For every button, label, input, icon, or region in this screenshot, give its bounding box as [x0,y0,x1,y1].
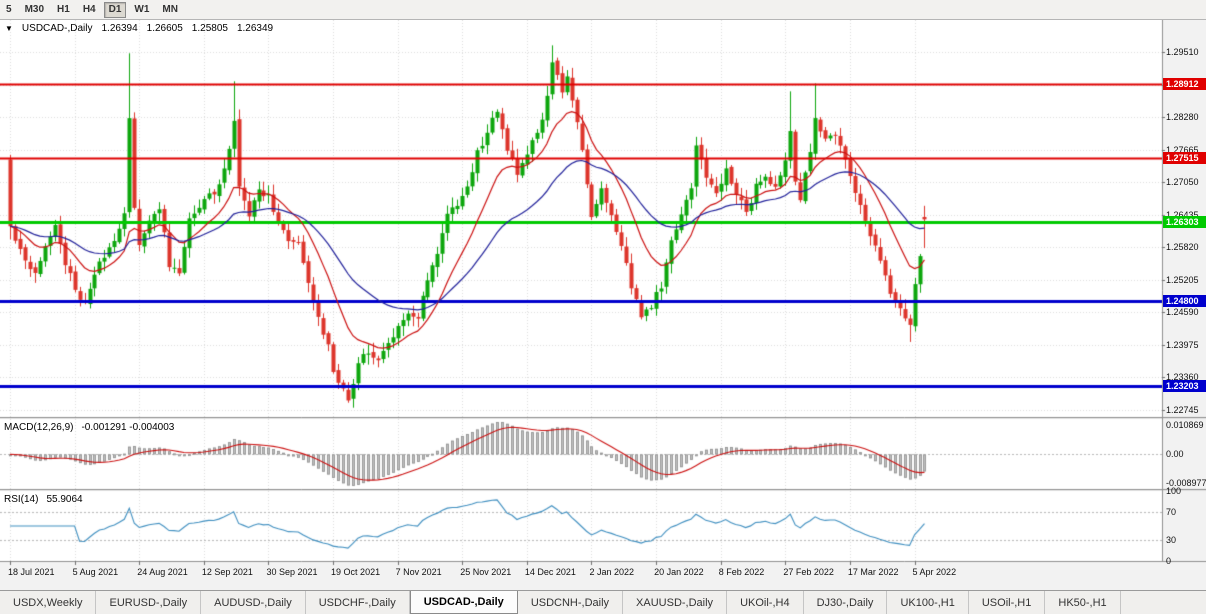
price-axis[interactable] [1162,20,1206,561]
chart-tabs-bar: USDX,Weekly EURUSD-,Daily AUDUSD-,Daily USD… [0,590,1206,614]
timeframe-button-h4[interactable]: H4 [82,3,96,15]
tab-audusd-daily[interactable]: AUDUSD-,Daily [201,591,306,614]
timeframe-button-d1[interactable]: D1 [103,1,127,18]
tab-usdcad-daily[interactable]: USDCAD-,Daily [409,591,518,614]
tab-uk100-h1[interactable]: UK100-,H1 [887,591,969,614]
tab-dj30-daily[interactable]: DJ30-,Daily [804,591,888,614]
timeframe-button-mn[interactable]: MN [162,3,178,15]
tab-ukoil-h4[interactable]: UKOil-,H4 [727,591,804,614]
chart-area: ▼ USDCAD-,Daily 1.26394 1.26605 1.25805 … [0,20,1206,590]
timeframe-button-w1[interactable]: W1 [134,3,150,15]
timeframe-button-h1[interactable]: H1 [57,3,70,15]
timeframe-toolbar: 5 M30 H1 H4 D1 W1 MN [0,0,1206,20]
tab-usdcnh-daily[interactable]: USDCNH-,Daily [518,591,624,614]
tab-usdx-weekly[interactable]: USDX,Weekly [0,591,97,614]
tab-hk50-h1[interactable]: HK50-,H1 [1045,591,1121,614]
tab-eurusd-daily[interactable]: EURUSD-,Daily [96,591,202,614]
tab-usoil-h1[interactable]: USOil-,H1 [969,591,1046,614]
tab-usdchf-daily[interactable]: USDCHF-,Daily [306,591,410,614]
price-chart-canvas[interactable] [0,20,1206,590]
collapse-icon[interactable]: ▼ [5,24,13,33]
tab-xauusd-daily[interactable]: XAUUSD-,Daily [623,591,728,614]
timeframe-button-m30[interactable]: M30 [24,3,45,15]
time-axis[interactable] [0,562,1162,590]
timeframe-button-5[interactable]: 5 [6,3,12,15]
